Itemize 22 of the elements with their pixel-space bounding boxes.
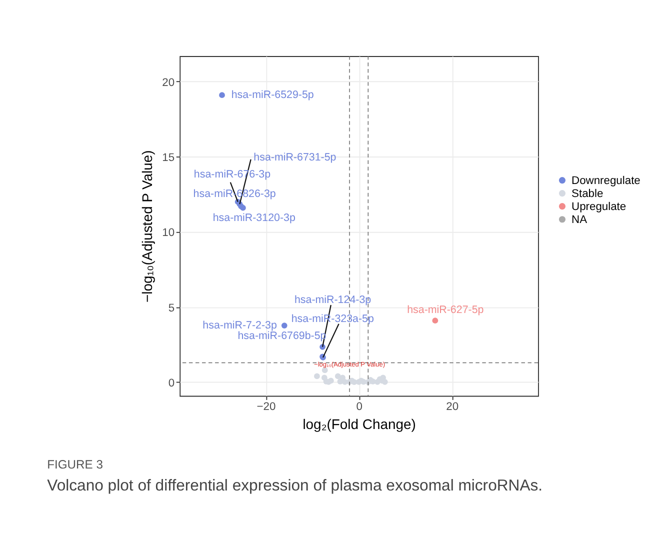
y-tick-label: 5 bbox=[168, 302, 175, 314]
annotation: hsa-miR-124-3p bbox=[294, 294, 372, 306]
legend-label: Upregulate bbox=[572, 201, 626, 214]
y-axis-title: −log₁₀(Adjusted P Value) bbox=[138, 150, 155, 303]
legend-label: Downregulate bbox=[572, 175, 640, 187]
text: Volcano plot of differential expression of plasma exosomal microRNAs. bbox=[47, 478, 543, 495]
annotation: hsa-miR-6731-5p bbox=[254, 151, 336, 164]
x-tick-label: −20 bbox=[256, 401, 276, 414]
annotation: hsa-miR-6529-5p bbox=[231, 88, 314, 101]
x-tick-label: 20 bbox=[446, 401, 459, 414]
y-tick-label: 20 bbox=[162, 76, 175, 89]
legend-label: Stable bbox=[572, 188, 604, 200]
y-tick-label: 0 bbox=[168, 377, 175, 390]
x-tick-label: 0 bbox=[356, 401, 362, 414]
y-tick-label: 10 bbox=[162, 227, 175, 240]
annotation: hsa-miR-7-2-3p bbox=[202, 319, 277, 332]
annotation: hsa-miR-3120-3p bbox=[212, 212, 296, 224]
x-axis-title: log₂(Fold Change) bbox=[302, 416, 416, 432]
legend-label: NA bbox=[572, 214, 588, 226]
caption: FIGURE 3 bbox=[47, 457, 104, 472]
annotation: hsa-miR-627-5p bbox=[407, 304, 484, 316]
y-tick-label: 15 bbox=[162, 152, 175, 164]
